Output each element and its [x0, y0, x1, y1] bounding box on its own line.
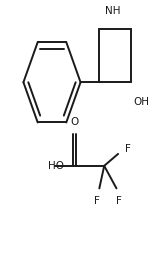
Text: F: F: [125, 144, 130, 154]
Text: O: O: [71, 117, 79, 127]
Text: OH: OH: [134, 97, 150, 107]
Text: F: F: [94, 196, 100, 206]
Text: F: F: [116, 196, 122, 206]
Text: NH: NH: [105, 6, 121, 16]
Text: HO: HO: [48, 161, 64, 171]
